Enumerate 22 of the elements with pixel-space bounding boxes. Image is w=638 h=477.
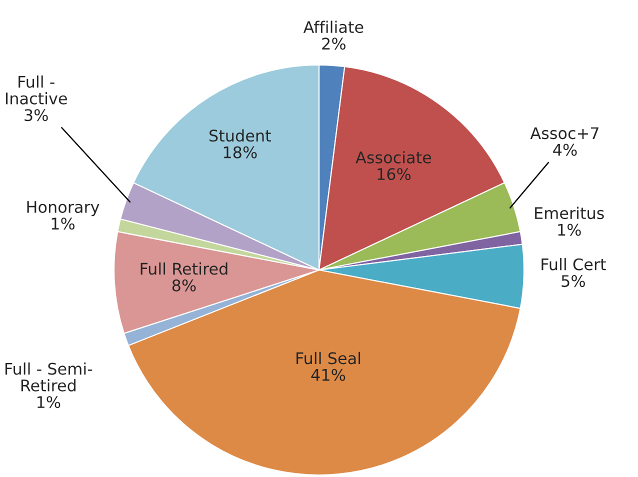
data-label: 1% bbox=[558, 224, 581, 236]
slice-label: Full Cert bbox=[542, 258, 606, 270]
data-label: 3% bbox=[24, 109, 48, 122]
slice-label: Affiliate bbox=[303, 20, 364, 34]
data-label: 1% bbox=[37, 396, 60, 408]
data-label: 16% bbox=[378, 168, 411, 180]
slice-label: Honorary bbox=[27, 201, 100, 216]
slice-label: Full Seal bbox=[296, 352, 360, 364]
data-label: 4% bbox=[553, 144, 577, 156]
data-label: 18% bbox=[224, 146, 257, 158]
data-label: 41% bbox=[311, 368, 346, 381]
slice-label: Assoc+7 bbox=[530, 127, 598, 140]
data-label: 8% bbox=[172, 279, 196, 292]
slice-label: Full - Semi- Retired bbox=[5, 362, 92, 392]
slice-label: Full Retired bbox=[140, 262, 228, 275]
data-label: 2% bbox=[322, 38, 346, 50]
slice-label: Emeritus bbox=[535, 206, 604, 220]
data-label: 1% bbox=[52, 218, 75, 230]
slice-label: Student bbox=[210, 129, 271, 142]
data-label: 5% bbox=[562, 274, 585, 288]
slice-label: Associate bbox=[356, 151, 432, 164]
slice-label: Full - Inactive bbox=[6, 75, 67, 104]
